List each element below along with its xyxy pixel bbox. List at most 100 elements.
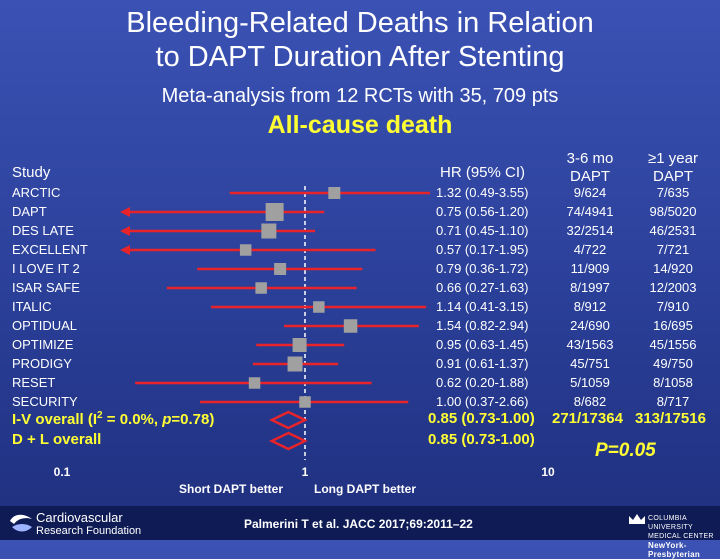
ci-arrow-left xyxy=(120,226,130,236)
axis-tick-label: 10 xyxy=(541,465,555,479)
overall-diamond xyxy=(268,431,308,451)
long-dapt-events: 45/1556 xyxy=(649,337,697,352)
short-dapt-events: 9/624 xyxy=(573,185,607,200)
point-estimate-square xyxy=(299,396,311,408)
long-dapt-events: 7/910 xyxy=(656,299,690,314)
point-estimate-square xyxy=(287,356,303,372)
title-line-2: to DAPT Duration After Stenting xyxy=(155,41,565,73)
short-dapt-header-line-2: DAPT xyxy=(569,168,610,185)
study-name: ITALIC xyxy=(12,299,52,314)
overall-label-prefix: I-V overall (I xyxy=(12,411,98,428)
point-estimate-square xyxy=(239,244,252,256)
long-dapt-header: ≥1 year DAPT xyxy=(633,150,713,186)
study-name: DAPT xyxy=(12,204,47,219)
ci-arrow-left xyxy=(120,245,130,255)
slide-subtitle: Meta-analysis from 12 RCTs with 35, 709 … xyxy=(161,85,559,107)
study-header: Study xyxy=(12,164,51,181)
short-dapt-events: 43/1563 xyxy=(566,337,614,352)
long-dapt-events: 7/635 xyxy=(656,185,690,200)
study-name: PRODIGY xyxy=(12,356,72,371)
favors-short-label: Short DAPT better xyxy=(179,482,284,496)
study-name: ISAR SAFE xyxy=(12,280,80,295)
point-estimate-square xyxy=(265,203,284,221)
long-dapt-header-line-1: ≥1 year xyxy=(648,150,698,167)
citation: Palmerini T et al. JACC 2017;69:2011–22 xyxy=(244,517,473,531)
point-estimate-square xyxy=(255,282,267,294)
plot-lines xyxy=(120,186,430,460)
crown-icon xyxy=(629,514,645,524)
section-heading: All-cause death xyxy=(267,111,453,139)
hr-value: 1.54 (0.82-2.94) xyxy=(436,318,529,333)
crf-logo-line-1: Cardiovascular xyxy=(36,510,123,525)
overall-label: I-V overall (I2 = 0.0%, p=0.78) xyxy=(12,410,214,428)
long-dapt-events: 98/5020 xyxy=(649,204,697,219)
point-estimate-square xyxy=(313,301,325,313)
overall-hr-value: 0.85 (0.73-1.00) xyxy=(428,410,535,427)
study-name: ARCTIC xyxy=(12,185,61,200)
overall-label-mid: = 0.0%, xyxy=(102,411,163,428)
axis-tick-label: 1 xyxy=(301,465,309,479)
title-line-1: Bleeding-Related Deaths in Relation xyxy=(126,7,594,39)
cumc-logo-line-2: MEDICAL CENTER xyxy=(648,533,714,540)
overall-diamond xyxy=(268,410,308,430)
crf-logo: Cardiovascular Research Foundation xyxy=(36,510,142,538)
overall-short-events: 271/17364 xyxy=(552,410,623,427)
study-name: OPTIDUAL xyxy=(12,318,78,333)
long-dapt-events: 16/695 xyxy=(653,318,693,333)
short-dapt-events: 8/912 xyxy=(573,299,607,314)
long-dapt-events: 46/2531 xyxy=(649,223,697,238)
short-dapt-header-line-1: 3-6 mo xyxy=(566,150,614,167)
point-estimate-square xyxy=(274,263,287,275)
point-estimate-square xyxy=(343,319,358,333)
axis-tick-label: 0.1 xyxy=(53,465,71,479)
hr-header: HR (95% CI) xyxy=(440,164,526,181)
forest-plot xyxy=(120,186,430,460)
short-dapt-events: 8/1997 xyxy=(570,280,610,295)
hr-value: 0.75 (0.56-1.20) xyxy=(436,204,529,219)
p-value: P=0.05 xyxy=(595,440,656,461)
long-dapt-events: 8/1058 xyxy=(653,375,693,390)
study-name: EXCELLENT xyxy=(12,242,88,257)
long-dapt-events: 7/721 xyxy=(656,242,690,257)
long-dapt-header-line-2: DAPT xyxy=(652,168,693,185)
overall-label-suffix: =0.78) xyxy=(171,411,215,428)
short-dapt-events: 32/2514 xyxy=(566,223,614,238)
hr-value: 0.57 (0.17-1.95) xyxy=(436,242,529,257)
slide-title: Bleeding-Related Deaths in Relation to D… xyxy=(0,6,720,74)
citation-text: Palmerini T et al. JACC 2017;69:2011–22 xyxy=(244,517,473,531)
ci-arrow-left xyxy=(120,207,130,217)
crf-logo-line-2: Research Foundation xyxy=(36,525,142,537)
overall-hr-value: 0.85 (0.73-1.00) xyxy=(428,431,535,448)
short-dapt-events: 8/682 xyxy=(573,394,607,409)
short-dapt-events: 11/909 xyxy=(570,261,610,276)
long-dapt-events: 8/717 xyxy=(656,394,690,409)
study-name: I LOVE IT 2 xyxy=(12,261,80,276)
overall-long-events: 313/17516 xyxy=(635,410,706,427)
overall-label: D + L overall xyxy=(12,431,102,448)
study-name: RESET xyxy=(12,375,56,390)
long-dapt-events: 49/750 xyxy=(653,356,693,371)
favors-long-label: Long DAPT better xyxy=(314,482,416,496)
short-dapt-events: 74/4941 xyxy=(566,204,614,219)
hr-value: 0.62 (0.20-1.88) xyxy=(436,375,529,390)
study-name: SECURITY xyxy=(12,394,78,409)
short-dapt-events: 45/751 xyxy=(570,356,610,371)
footer-bar xyxy=(0,506,720,540)
point-estimate-square xyxy=(292,338,307,352)
hr-value: 0.71 (0.45-1.10) xyxy=(436,223,529,238)
short-dapt-events: 5/1059 xyxy=(570,375,610,390)
cumc-logo-line-3: NewYork-Presbyterian xyxy=(648,541,701,559)
point-estimate-square xyxy=(261,223,277,239)
short-dapt-events: 4/722 xyxy=(573,242,607,257)
cumc-logo: COLUMBIA UNIVERSITY MEDICAL CENTER NewYo… xyxy=(648,514,720,559)
crf-logo-icon xyxy=(10,514,32,532)
hr-value: 1.32 (0.49-3.55) xyxy=(436,185,529,200)
hr-value: 0.91 (0.61-1.37) xyxy=(436,356,529,371)
study-name: OPTIMIZE xyxy=(12,337,74,352)
short-dapt-events: 24/690 xyxy=(570,318,610,333)
point-estimate-square xyxy=(328,187,341,199)
hr-value: 0.95 (0.63-1.45) xyxy=(436,337,529,352)
overall-label-p: p xyxy=(162,411,172,428)
point-estimate-square xyxy=(248,377,261,389)
hr-value: 0.79 (0.36-1.72) xyxy=(436,261,529,276)
